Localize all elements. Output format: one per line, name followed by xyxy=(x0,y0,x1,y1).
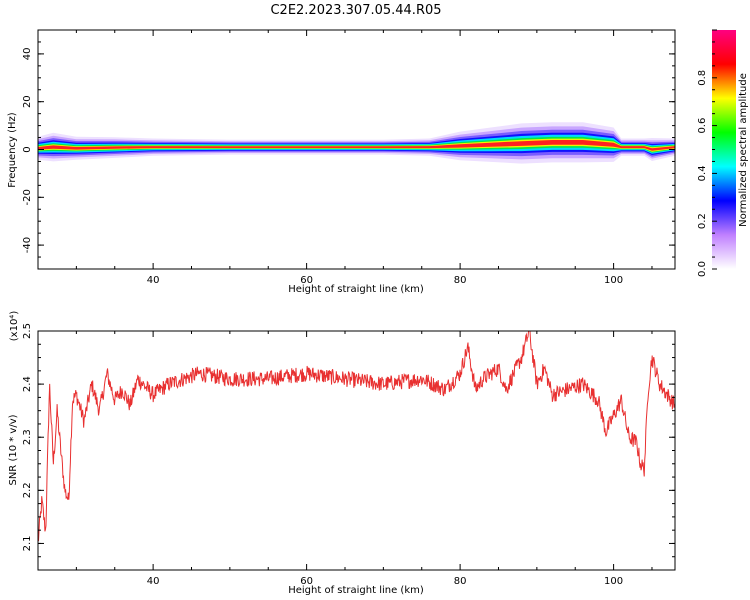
spectrogram-y-tick-label: 20 xyxy=(22,95,33,108)
spectrogram-x-tick-label: 40 xyxy=(147,275,160,286)
snr-frame xyxy=(37,330,676,571)
snr-ylabel: SNR (10 * v/v) xyxy=(8,414,19,485)
snr-ticks: 40 60 80 100 2.1 2.2 2.3 2.4 2.5 xyxy=(22,323,675,587)
figure-title: C2E2.2023.307.05.44.R05 xyxy=(270,3,441,18)
spectrogram-band-7 xyxy=(38,140,675,151)
snr-y-tick-label: 2.5 xyxy=(22,323,33,339)
spectrogram-y-tick-label: 40 xyxy=(22,48,33,61)
spectrogram-y-tick-label: -20 xyxy=(22,189,33,205)
snr-series-line xyxy=(38,331,675,542)
colorbar: 0.0 0.2 0.4 0.6 0.8 Normalized spectral ampl… xyxy=(697,29,749,277)
spectrogram-panel: 40 60 80 100 -40 -20 0 20 40 Height of straight … xyxy=(7,29,676,295)
colorbar-tick-label: 0.2 xyxy=(697,213,708,229)
spectrogram-xlabel: Height of straight line (km) xyxy=(288,284,424,295)
colorbar-tick-label: 0.6 xyxy=(697,118,708,134)
snr-plot-area xyxy=(38,331,675,542)
snr-panel: 40 60 80 100 2.1 2.2 2.3 2.4 2.5 Height of strai… xyxy=(8,311,676,596)
colorbar-label: Normalized spectral amplitude xyxy=(738,73,749,227)
spectrogram-ylabel: Frequency (Hz) xyxy=(7,112,18,188)
colorbar-tick-label: 0.8 xyxy=(697,70,708,86)
spectrogram-ticks: 40 60 80 100 -40 -20 0 20 40 xyxy=(22,29,675,286)
snr-y-tick-label: 2.2 xyxy=(22,482,33,498)
snr-x-tick-label: 100 xyxy=(604,576,623,587)
snr-y-tick-label: 2.1 xyxy=(22,535,33,551)
colorbar-bar xyxy=(712,30,736,269)
snr-xlabel: Height of straight line (km) xyxy=(288,585,424,596)
snr-y-tick-label: 2.4 xyxy=(22,376,33,392)
colorbar-tick-label: 0.0 xyxy=(697,261,708,277)
snr-x-tick-label: 40 xyxy=(147,576,160,587)
spectrogram-y-tick-label: 0 xyxy=(22,146,33,152)
colorbar-tick-label: 0.4 xyxy=(697,165,708,181)
snr-y-tick-label: 2.3 xyxy=(22,429,33,445)
colorbar-ticks: 0.0 0.2 0.4 0.6 0.8 xyxy=(697,29,717,277)
spectrogram-x-tick-label: 80 xyxy=(454,275,467,286)
snr-x-tick-label: 60 xyxy=(300,576,313,587)
snr-x-tick-label: 80 xyxy=(454,576,467,587)
spectrogram-x-tick-label: 100 xyxy=(604,275,623,286)
snr-scale-label: (x10⁴) xyxy=(9,311,20,342)
spectrogram-marks xyxy=(38,122,675,164)
spectrogram-x-tick-label: 60 xyxy=(300,275,313,286)
spectrogram-y-tick-label: -40 xyxy=(22,237,33,253)
